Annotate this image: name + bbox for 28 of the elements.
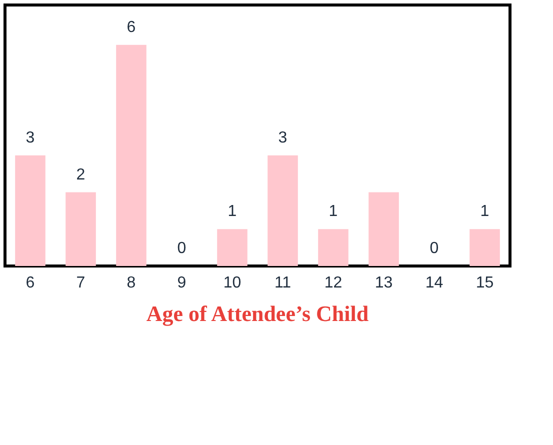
data-label: 1	[480, 203, 490, 220]
x-tick-label: 9	[177, 274, 186, 292]
data-label: 6	[126, 18, 136, 36]
data-label: 0	[430, 240, 439, 257]
text: Age of Attendee’s Child	[146, 301, 369, 326]
data-label: 1	[228, 203, 237, 220]
data-label: 3	[278, 129, 288, 146]
x-tick-label: 6	[26, 274, 35, 292]
bar	[116, 44, 146, 266]
x-tick-label: 13	[374, 274, 393, 292]
bar	[318, 229, 348, 266]
data-label: 1	[328, 203, 338, 220]
data-label: 3	[26, 129, 35, 146]
data-label: 2	[76, 166, 86, 184]
x-tick-label: 12	[324, 274, 342, 292]
bar	[470, 229, 500, 266]
bar	[66, 192, 96, 266]
bar	[217, 229, 248, 266]
x-tick-label: 10	[223, 274, 242, 292]
bar	[368, 192, 399, 266]
x-tick-label: 8	[126, 274, 136, 292]
data-label: 0	[177, 240, 186, 257]
x-tick-label: 7	[76, 274, 86, 292]
x-tick-label: 14	[425, 274, 444, 292]
bar	[15, 155, 46, 266]
x-tick-label: 11	[274, 274, 292, 292]
bar	[268, 155, 298, 266]
x-tick-label: 15	[476, 274, 494, 292]
